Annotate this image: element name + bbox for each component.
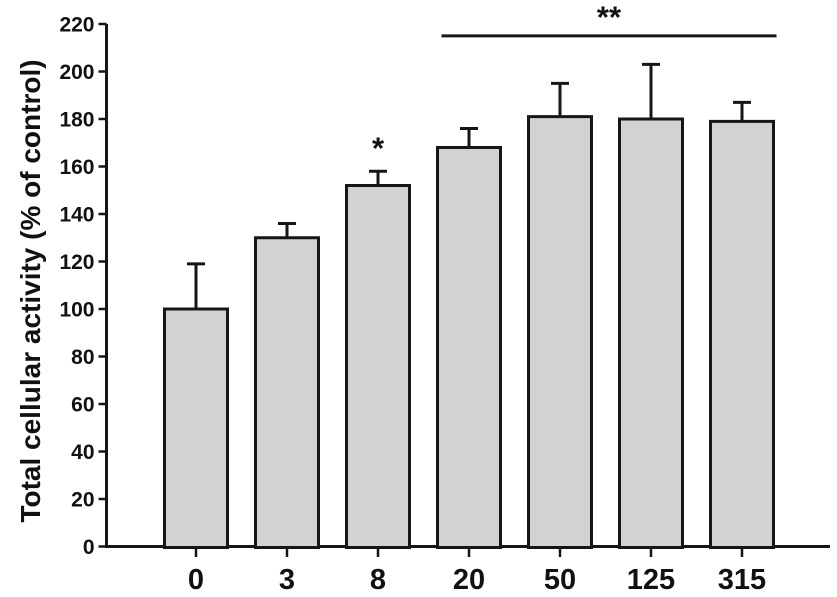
y-tick-label: 200 (59, 61, 94, 84)
x-category-label: 0 (188, 564, 204, 596)
y-tick-label: 40 (71, 441, 94, 464)
bar (163, 307, 229, 549)
y-tick-label: 80 (71, 346, 94, 369)
plot-area: 0 20 40 60 80 100 120 140 160 180 200 220 0 3 8 20 50 125… (59, 0, 830, 596)
y-tick-label: 0 (83, 536, 95, 559)
y-tick-label: 220 (59, 14, 94, 37)
bar (345, 184, 411, 549)
bar (436, 146, 502, 549)
bar (527, 115, 593, 549)
x-category-label: 315 (718, 564, 766, 596)
x-category-label: 125 (627, 564, 675, 596)
y-tick-label: 180 (59, 109, 94, 132)
x-category-label: 20 (453, 564, 485, 596)
y-tick-label: 20 (71, 489, 94, 512)
y-tick-label: 120 (59, 251, 94, 274)
significance-star: * (372, 130, 385, 165)
y-tick-label: 60 (71, 394, 94, 417)
bar (709, 119, 775, 549)
bar (618, 117, 684, 549)
x-category-label: 8 (370, 564, 386, 596)
y-tick-label: 100 (59, 299, 94, 322)
y-tick-label: 140 (59, 204, 94, 227)
bar (254, 236, 320, 549)
y-tick-label: 160 (59, 156, 94, 179)
significance-stars: ** (597, 0, 622, 34)
y-axis-title: Total cellular activity (% of control) (15, 59, 46, 522)
x-category-label: 3 (279, 564, 295, 596)
x-category-label: 50 (544, 564, 576, 596)
